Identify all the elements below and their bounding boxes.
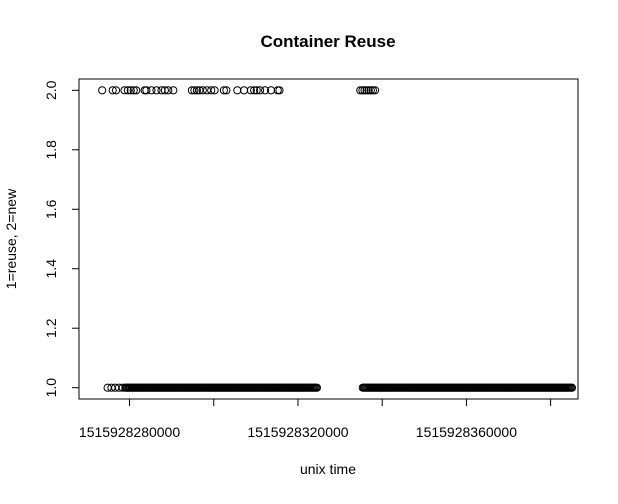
data-point — [273, 86, 282, 95]
data-point — [190, 86, 199, 95]
data-point — [255, 86, 265, 95]
data-point — [368, 86, 378, 95]
data-point — [207, 86, 216, 95]
data-point — [202, 86, 212, 95]
x-tick-label: 1515928360000 — [416, 424, 517, 440]
y-tick-label: 1.4 — [43, 259, 59, 279]
data-point — [169, 86, 178, 95]
data-point — [123, 86, 132, 95]
data-point — [358, 86, 367, 95]
chart-title: Container Reuse — [260, 32, 395, 51]
data-point — [192, 86, 202, 95]
data-point — [132, 86, 141, 95]
data-point — [147, 86, 156, 95]
y-tick-label: 1.6 — [43, 199, 59, 219]
data-point — [250, 86, 259, 95]
data-point — [142, 86, 151, 95]
points-layer — [98, 86, 577, 392]
data-point — [108, 86, 117, 95]
data-point — [239, 86, 249, 95]
y-tick-label: 1.8 — [43, 140, 59, 160]
data-point — [222, 86, 231, 95]
x-axis-label: unix time — [300, 461, 356, 477]
data-point — [246, 86, 255, 95]
data-point — [152, 86, 161, 95]
data-point — [252, 86, 261, 95]
data-point — [366, 86, 375, 95]
data-point — [275, 86, 284, 95]
plot-frame — [78, 78, 579, 400]
data-point — [233, 86, 242, 95]
y-axis: 1.0 1.2 1.4 1.6 1.8 2.0 — [43, 80, 80, 398]
data-point — [164, 86, 173, 95]
data-point — [261, 86, 270, 95]
data-point — [364, 86, 373, 95]
x-tick-label: 1515928280000 — [79, 424, 180, 440]
data-point — [160, 86, 169, 95]
x-tick-label: 1515928320000 — [247, 424, 348, 440]
data-point — [362, 86, 371, 95]
data-point — [120, 86, 129, 95]
data-point — [198, 86, 207, 95]
data-point — [111, 86, 121, 95]
data-point — [126, 86, 135, 95]
data-point — [356, 86, 365, 95]
data-point — [219, 86, 228, 95]
y-tick-label: 1.0 — [43, 378, 59, 398]
data-point — [210, 86, 219, 95]
data-point — [567, 383, 577, 392]
data-point — [312, 383, 322, 392]
y-axis-label: 1=reuse, 2=new — [3, 188, 19, 289]
data-point — [98, 86, 107, 95]
y-tick-label: 2.0 — [43, 80, 59, 100]
data-point — [370, 86, 380, 95]
data-point — [129, 86, 138, 95]
data-point — [140, 86, 149, 95]
data-point — [360, 86, 369, 95]
y-tick-label: 1.2 — [43, 318, 59, 338]
x-axis: 1515928280000 1515928320000 1515928360000 — [79, 398, 552, 440]
